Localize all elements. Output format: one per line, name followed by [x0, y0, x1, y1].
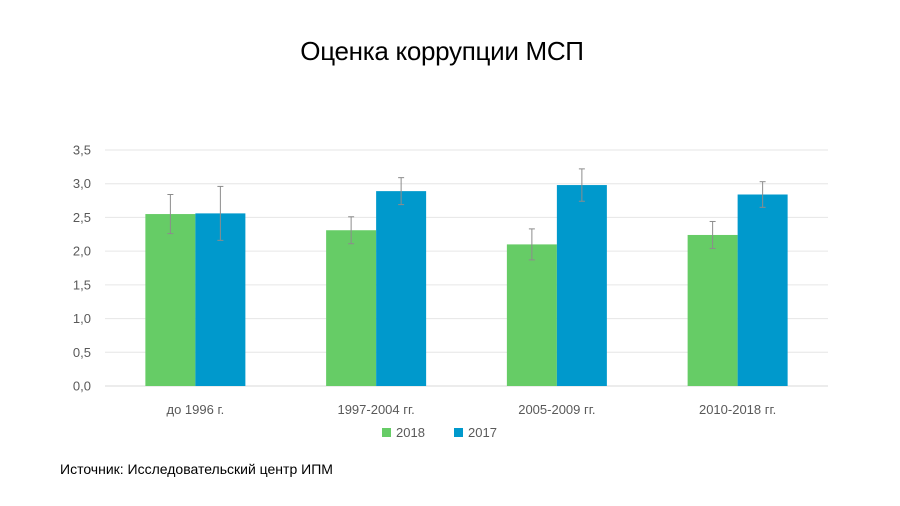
legend: 2018 2017: [382, 425, 497, 440]
bar-2018: [326, 230, 377, 386]
x-category-label: 2005-2009 гг.: [518, 402, 595, 417]
y-tick-label: 2,5: [73, 210, 91, 225]
source-note: Источник: Исследовательский центр ИПМ: [60, 461, 333, 477]
y-tick-label: 3,0: [73, 176, 91, 191]
bar-2018: [506, 244, 557, 386]
y-tick-label: 3,5: [73, 143, 91, 158]
legend-swatch-2017: [454, 428, 463, 437]
y-tick-label: 1,5: [73, 277, 91, 292]
x-category-label: 1997-2004 гг.: [337, 402, 414, 417]
bar-2017: [376, 191, 427, 386]
y-axis-tick-labels: 0,0 0,5 1,0 1,5 2,0 2,5 3,0 3,5: [73, 143, 91, 394]
bar-2017: [556, 185, 607, 386]
legend-label-2018: 2018: [396, 425, 425, 440]
legend-label-2017: 2017: [468, 425, 497, 440]
bar-2017: [737, 194, 788, 386]
y-tick-label: 0,0: [73, 379, 91, 394]
chart-title: Оценка коррупции МСП: [300, 36, 584, 66]
bars: [145, 185, 788, 386]
bar-2018: [687, 234, 738, 386]
x-category-label: 2010-2018 гг.: [699, 402, 776, 417]
bar-2017: [195, 213, 246, 386]
legend-swatch-2018: [382, 428, 391, 437]
y-tick-label: 2,0: [73, 244, 91, 259]
error-bars: [167, 168, 766, 261]
bar-2018: [145, 214, 196, 386]
x-axis-category-labels: до 1996 г. 1997-2004 гг. 2005-2009 гг. 2010…: [167, 402, 777, 417]
y-tick-label: 1,0: [73, 311, 91, 326]
x-category-label: до 1996 г.: [167, 402, 225, 417]
y-tick-label: 0,5: [73, 345, 91, 360]
